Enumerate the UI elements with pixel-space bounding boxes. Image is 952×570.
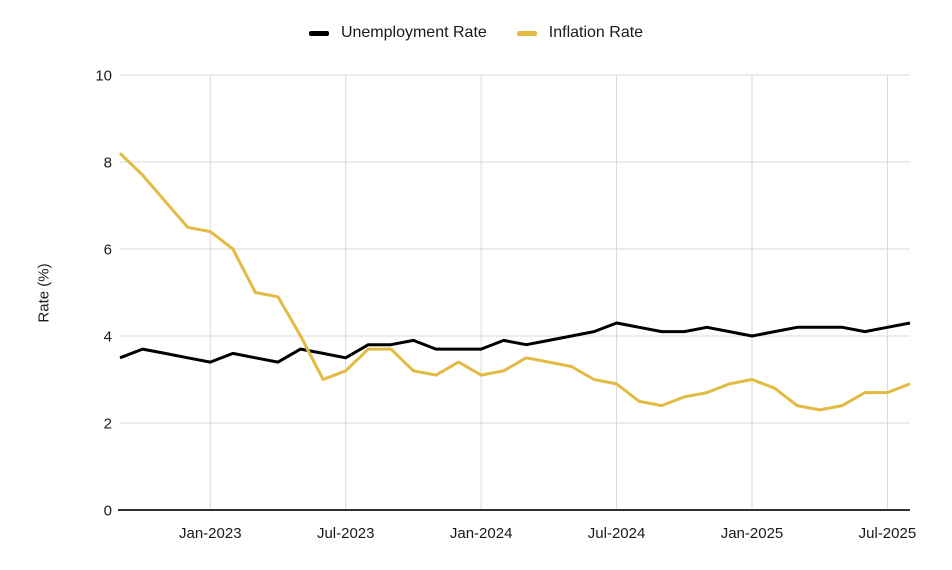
x-tick-label: Jul-2025 [859,525,917,542]
legend-label-unemployment-rate: Unemployment Rate [340,24,487,41]
x-tick-label: Jan-2023 [179,525,242,542]
y-axis-title: Rate (%) [35,263,53,323]
unemployment-rate-line-swatch-icon [308,30,329,36]
x-tick-label: Jul-2024 [588,525,646,542]
y-tick-label: 8 [104,155,112,172]
inflation-rate-line-swatch-icon [516,30,537,36]
chart-legend: Unemployment Rate Inflation Rate [0,24,952,42]
y-tick-label: 4 [104,329,112,346]
y-tick-label: 10 [95,68,112,85]
legend-item-inflation-rate: Inflation Rate [516,24,644,42]
x-tick-label: Jan-2024 [450,525,513,542]
legend-label-inflation-rate: Inflation Rate [548,24,644,41]
x-tick-label: Jul-2023 [317,525,375,542]
y-tick-label: 6 [104,242,112,259]
legend-item-unemployment-rate: Unemployment Rate [308,24,487,42]
x-tick-label: Jan-2025 [721,525,784,542]
series-line-inflation-rate [118,152,911,412]
series-line-unemployment-rate [119,321,911,364]
y-tick-label: 0 [104,503,112,520]
y-tick-label: 2 [104,416,112,433]
